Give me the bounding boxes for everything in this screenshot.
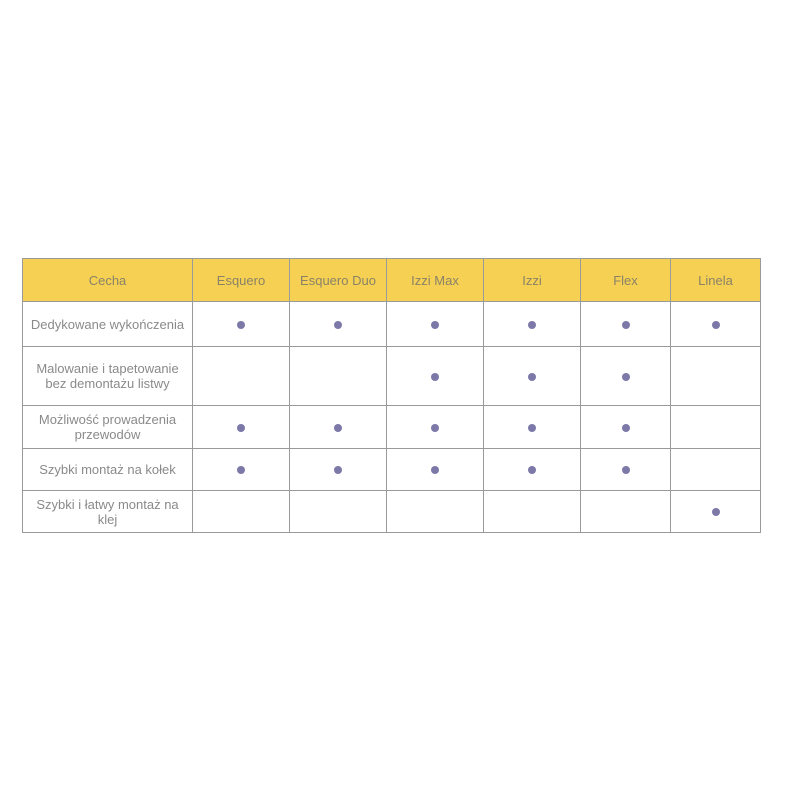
table-row: Możliwość prowadzenia przewodów	[22, 405, 761, 449]
mark-cell	[670, 301, 761, 347]
mark-cell	[386, 448, 484, 491]
header-cell: Esquero Duo	[289, 258, 387, 302]
mark-cell	[386, 405, 484, 449]
dot	[711, 508, 720, 516]
mark-cell	[289, 346, 387, 406]
mark-cell	[192, 448, 290, 491]
mark-cell	[483, 448, 581, 491]
mark-cell	[483, 490, 581, 533]
dot	[621, 320, 630, 329]
mark-cell	[670, 405, 761, 449]
feature-cell: Możliwość prowadzenia przewodów	[22, 405, 193, 449]
feature-cell: Malowanie i tapetowanie bez demontażu li…	[22, 346, 193, 406]
dot	[528, 372, 536, 381]
dot	[334, 320, 342, 329]
mark-cell	[386, 301, 484, 347]
mark-cell	[289, 490, 387, 533]
comparison-table: Cecha Esquero Esquero Duo Izzi Max Izzi Flex L…	[22, 258, 761, 533]
header-cell: Linela	[670, 258, 761, 302]
dot	[528, 423, 536, 432]
dot	[528, 466, 536, 474]
dot	[237, 466, 245, 474]
dot	[237, 320, 245, 329]
mark-cell	[192, 405, 290, 449]
feature-cell: Dedykowane wykończenia	[22, 301, 193, 347]
mark-cell	[580, 346, 671, 406]
dot	[431, 466, 439, 474]
dot	[621, 423, 630, 432]
table-row: Malowanie i tapetowanie bez demontażu li…	[22, 346, 761, 406]
dot	[431, 320, 439, 329]
header-cell: Esquero	[192, 258, 290, 302]
dot	[621, 372, 630, 381]
dot	[334, 466, 342, 474]
dot	[334, 423, 342, 432]
mark-cell	[580, 490, 671, 533]
table-row: Szybki i łatwy montaż na klej	[22, 490, 761, 533]
mark-cell	[670, 346, 761, 406]
dot	[431, 372, 439, 381]
mark-cell	[386, 346, 484, 406]
mark-cell	[580, 405, 671, 449]
header-cell: Flex	[580, 258, 671, 302]
dot	[528, 320, 536, 329]
header-cell: Izzi Max	[386, 258, 484, 302]
mark-cell	[580, 301, 671, 347]
header-row: Cecha Esquero Esquero Duo Izzi Max Izzi Flex L…	[22, 258, 761, 302]
table-row: Szybki montaż na kołek	[22, 448, 761, 491]
mark-cell	[483, 405, 581, 449]
header-cell: Izzi	[483, 258, 581, 302]
table-row: Dedykowane wykończenia	[22, 301, 761, 347]
dot	[621, 466, 630, 474]
dot	[431, 423, 439, 432]
feature-cell: Szybki i łatwy montaż na klej	[22, 490, 193, 533]
feature-cell: Szybki montaż na kołek	[22, 448, 193, 491]
mark-cell	[670, 490, 761, 533]
mark-cell	[670, 448, 761, 491]
mark-cell	[483, 346, 581, 406]
mark-cell	[192, 346, 290, 406]
mark-cell	[483, 301, 581, 347]
mark-cell	[192, 301, 290, 347]
mark-cell	[192, 490, 290, 533]
dot	[237, 423, 245, 432]
mark-cell	[289, 301, 387, 347]
mark-cell	[580, 448, 671, 491]
mark-cell	[289, 448, 387, 491]
mark-cell	[289, 405, 387, 449]
mark-cell	[386, 490, 484, 533]
dot	[711, 320, 720, 329]
header-cell: Cecha	[22, 258, 193, 302]
